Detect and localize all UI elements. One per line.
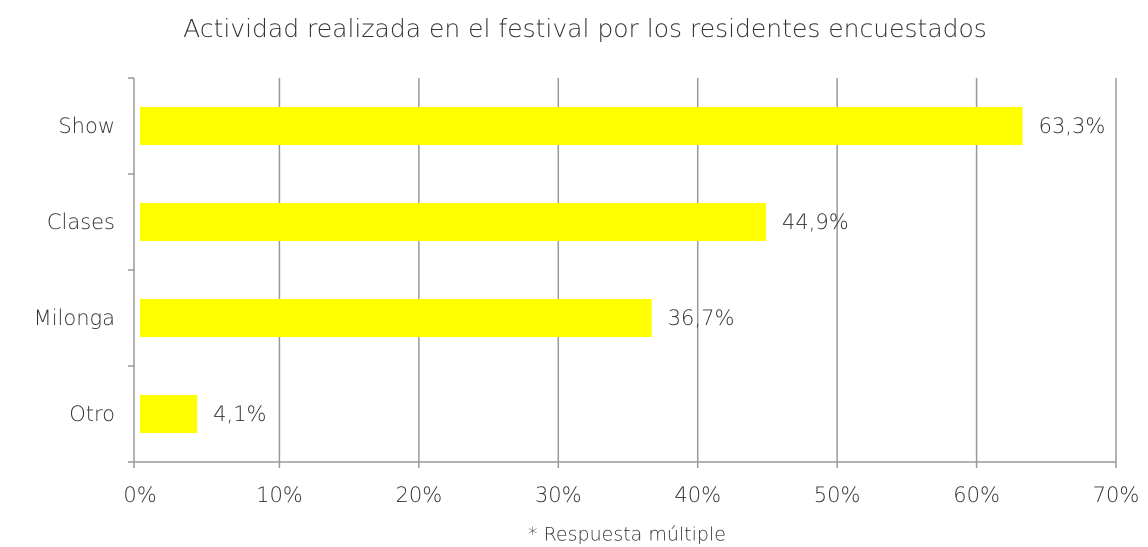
y-tick-label: Otro (69, 402, 115, 426)
x-tick-label: 40% (674, 483, 721, 507)
x-tick-label: 20% (396, 483, 443, 507)
x-tick-label: 60% (953, 483, 1000, 507)
bar (140, 395, 198, 433)
bar (140, 203, 767, 241)
chart-title: Actividad realizada en el festival por l… (183, 14, 987, 43)
x-tick-label: 10% (256, 483, 303, 507)
value-label: 36,7% (668, 306, 735, 330)
value-label: 63,3% (1039, 114, 1106, 138)
y-tick-label: Show (58, 114, 115, 138)
y-tick-label: Clases (47, 210, 115, 234)
x-tick-label: 50% (814, 483, 861, 507)
bar (140, 107, 1023, 145)
value-label: 44,9% (782, 210, 849, 234)
note: * Respuesta múltiple (528, 524, 726, 546)
x-tick-label: 0% (123, 483, 156, 507)
x-tick-label: 70% (1093, 483, 1140, 507)
y-tick-label: Milonga (34, 306, 115, 330)
x-tick-label: 30% (535, 483, 582, 507)
value-label: 4,1% (213, 402, 266, 426)
bar (140, 299, 652, 337)
